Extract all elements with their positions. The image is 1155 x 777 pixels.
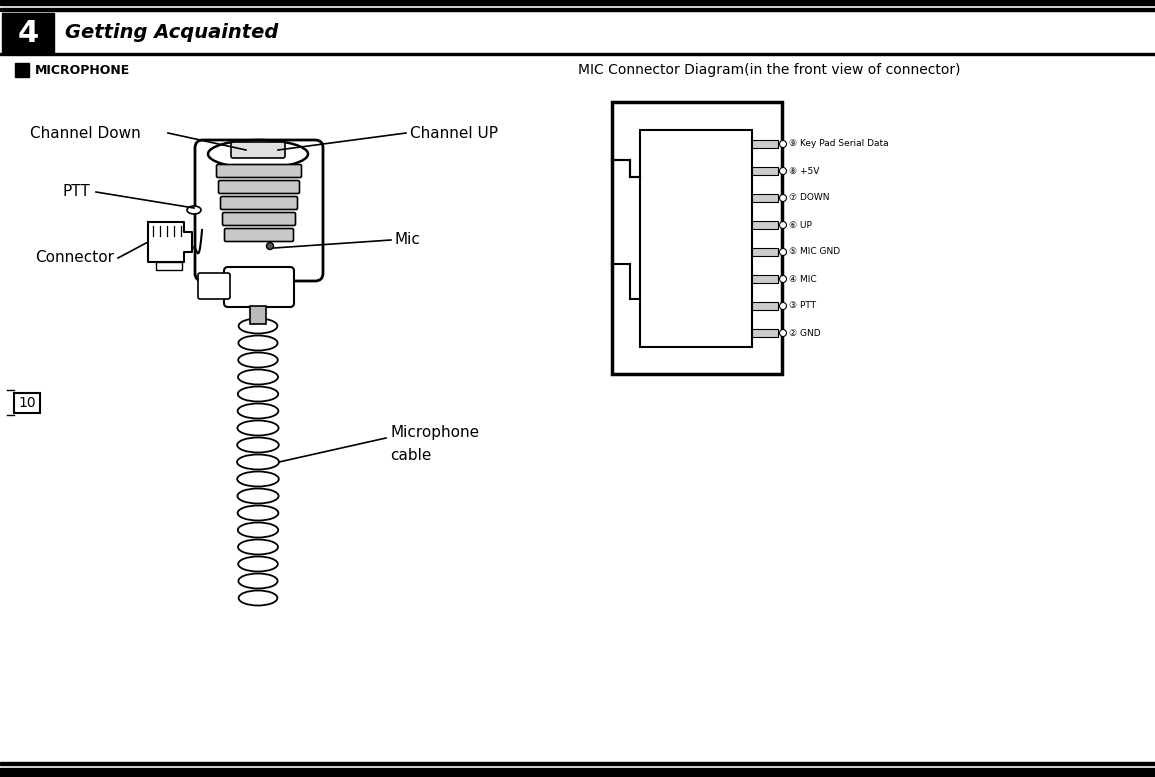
Text: ⑤ MIC GND: ⑤ MIC GND bbox=[789, 248, 840, 256]
Bar bbox=[249, 306, 266, 324]
Circle shape bbox=[780, 221, 787, 228]
FancyBboxPatch shape bbox=[223, 212, 296, 225]
Polygon shape bbox=[148, 222, 192, 262]
FancyBboxPatch shape bbox=[216, 165, 301, 177]
Circle shape bbox=[780, 194, 787, 201]
Text: Mic: Mic bbox=[395, 232, 420, 248]
Text: Channel Down: Channel Down bbox=[30, 126, 141, 141]
Bar bbox=[0, 762, 1155, 765]
Ellipse shape bbox=[238, 336, 277, 350]
Text: MICROPHONE: MICROPHONE bbox=[35, 64, 131, 76]
FancyBboxPatch shape bbox=[231, 142, 285, 158]
Text: cable: cable bbox=[390, 448, 431, 464]
Circle shape bbox=[780, 302, 787, 309]
Text: Channel UP: Channel UP bbox=[410, 126, 498, 141]
FancyBboxPatch shape bbox=[224, 267, 295, 307]
Ellipse shape bbox=[239, 591, 277, 605]
Circle shape bbox=[780, 276, 787, 283]
Text: 4: 4 bbox=[17, 19, 38, 47]
Bar bbox=[2, 13, 54, 53]
Bar bbox=[156, 262, 182, 270]
Bar bbox=[0, 0, 1155, 5]
Bar bbox=[14, 393, 40, 413]
Bar bbox=[752, 194, 778, 202]
Bar bbox=[752, 140, 778, 148]
Bar bbox=[752, 302, 778, 310]
Circle shape bbox=[780, 168, 787, 175]
Bar bbox=[752, 221, 778, 229]
Ellipse shape bbox=[238, 522, 278, 538]
Text: PTT: PTT bbox=[64, 184, 91, 200]
Text: ③ PTT: ③ PTT bbox=[789, 301, 815, 311]
Text: ⑦ DOWN: ⑦ DOWN bbox=[789, 193, 829, 203]
FancyBboxPatch shape bbox=[224, 228, 293, 242]
Text: 10: 10 bbox=[18, 396, 36, 410]
Circle shape bbox=[267, 242, 274, 249]
Text: ④ MIC: ④ MIC bbox=[789, 274, 817, 284]
Ellipse shape bbox=[238, 573, 277, 588]
Ellipse shape bbox=[238, 353, 278, 368]
Circle shape bbox=[780, 249, 787, 256]
Ellipse shape bbox=[237, 455, 280, 469]
Text: ⑧ +5V: ⑧ +5V bbox=[789, 166, 819, 176]
FancyBboxPatch shape bbox=[221, 197, 298, 210]
Ellipse shape bbox=[238, 556, 278, 572]
Ellipse shape bbox=[238, 489, 278, 503]
Bar bbox=[752, 167, 778, 175]
Bar bbox=[640, 130, 752, 347]
FancyBboxPatch shape bbox=[218, 180, 299, 193]
Ellipse shape bbox=[237, 472, 278, 486]
Text: ⑨ Key Pad Serial Data: ⑨ Key Pad Serial Data bbox=[789, 140, 888, 148]
Ellipse shape bbox=[187, 206, 201, 214]
Circle shape bbox=[780, 329, 787, 336]
Ellipse shape bbox=[208, 140, 308, 168]
Text: ⑥ UP: ⑥ UP bbox=[789, 221, 812, 229]
Ellipse shape bbox=[238, 370, 278, 385]
Ellipse shape bbox=[238, 403, 278, 419]
Ellipse shape bbox=[238, 506, 278, 521]
Bar bbox=[752, 248, 778, 256]
Ellipse shape bbox=[237, 437, 278, 452]
Bar bbox=[612, 102, 782, 374]
Circle shape bbox=[780, 141, 787, 148]
Ellipse shape bbox=[239, 319, 277, 333]
Text: ② GND: ② GND bbox=[789, 329, 820, 337]
Text: Connector: Connector bbox=[35, 250, 114, 266]
Bar bbox=[752, 275, 778, 283]
FancyBboxPatch shape bbox=[198, 273, 230, 299]
Bar bbox=[0, 768, 1155, 777]
Ellipse shape bbox=[238, 386, 278, 402]
Ellipse shape bbox=[238, 420, 278, 435]
Text: MIC Connector Diagram(in the front view of connector): MIC Connector Diagram(in the front view … bbox=[578, 63, 961, 77]
Text: Microphone: Microphone bbox=[390, 424, 479, 440]
Text: Getting Acquainted: Getting Acquainted bbox=[65, 23, 278, 43]
Bar bbox=[0, 53, 1155, 55]
Bar bbox=[0, 8, 1155, 11]
Bar bbox=[15, 63, 29, 77]
FancyBboxPatch shape bbox=[195, 140, 323, 281]
Ellipse shape bbox=[238, 539, 278, 555]
Bar bbox=[752, 329, 778, 337]
